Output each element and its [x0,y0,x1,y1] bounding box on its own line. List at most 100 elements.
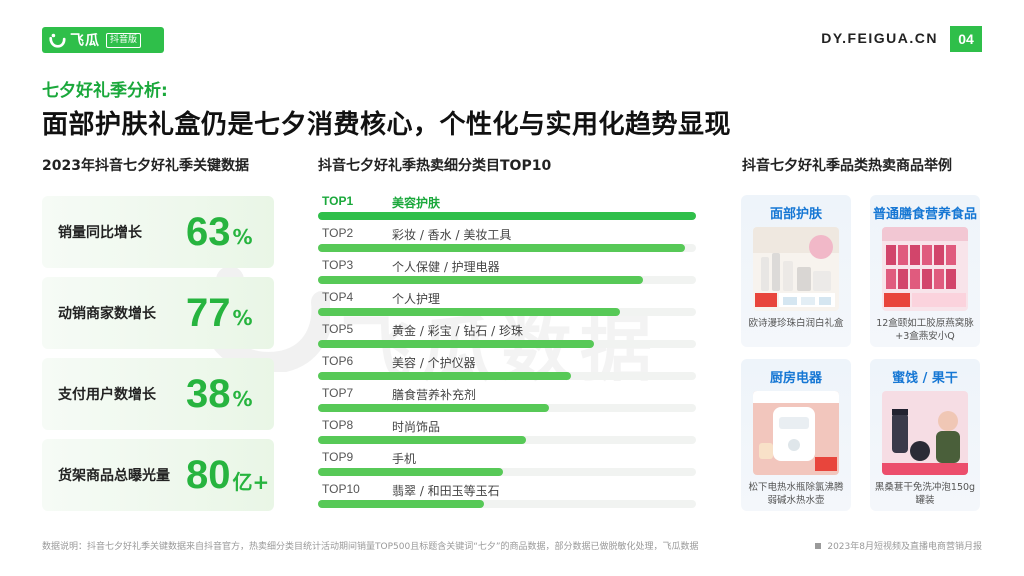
rank-number: TOP4 [322,290,354,304]
product-category: 蜜饯 / 果干 [892,371,958,386]
ranking-item-10: TOP10 翡翠 / 和田玉等玉石 [318,480,698,512]
stat-label: 动销商家数增长 [58,306,156,322]
stat-label: 支付用户数增长 [58,387,156,403]
ranking-item-3: TOP3 个人保健 / 护理电器 [318,256,698,288]
rank-bar-track [318,308,696,316]
page-number: 04 [950,26,982,52]
rank-number: TOP5 [322,322,354,336]
product-card-nutrition: 普通膳食营养食品 12盒颐如工胶原燕窝脉+3盒燕安小Q [870,195,980,347]
rank-category: 个人保健 / 护理电器 [392,260,500,274]
rank-bar-track [318,500,696,508]
square-bullet-icon [815,542,822,549]
stat-number: 77 [186,290,231,335]
rank-bar [318,468,504,476]
stat-number: 63 [186,209,231,254]
stat-value: 80 亿+ [186,439,269,511]
ranking-item-2: TOP2 彩妆 / 香水 / 美妆工具 [318,224,698,256]
rank-bar-track [318,372,696,380]
stat-value: 38 % [186,358,253,430]
rank-number: TOP2 [322,226,354,240]
product-description: 松下电热水瓶除氯沸腾弱碱水热水壶 [748,482,844,506]
rank-bar [318,308,621,316]
logo-name: 飞瓜 [70,33,100,49]
stat-label: 货架商品总曝光量 [58,468,170,484]
rank-category: 翡翠 / 和田玉等玉石 [392,484,500,498]
rank-category: 时尚饰品 [392,420,441,434]
rank-number: TOP3 [322,258,354,272]
data-source-note: 数据说明：抖音七夕好礼季关键数据来自抖音官方，热卖细分类目统计活动期间销量TOP… [42,542,699,552]
rank-category: 美容护肤 [392,196,441,210]
ranking-item-1: TOP1 美容护肤 [318,192,698,224]
report-title: 2023年8月短视频及直播电商营销月报 [827,542,982,552]
ranking-item-5: TOP5 黄金 / 彩宝 / 钻石 / 珍珠 [318,320,698,352]
stat-value: 63 % [186,196,253,268]
ranking-item-7: TOP7 膳食营养补充剂 [318,384,698,416]
product-card-kitchen: 厨房电器 松下电热水瓶除氯沸腾弱碱水热水壶 [741,359,851,511]
product-card-skincare: 面部护肤 欧诗漫珍珠白润白礼盒 [741,195,851,347]
rank-bar-track [318,276,696,284]
rank-bar-track [318,212,696,220]
product-image-bird-nest-boxes [882,227,968,311]
rank-category: 美容 / 个护仪器 [392,356,476,370]
rank-bar-track [318,436,696,444]
stat-number: 38 [186,371,231,416]
rank-bar [318,500,485,508]
stat-card-sales-growth: 销量同比增长 63 % [42,196,274,268]
ranking-item-9: TOP9 手机 [318,448,698,480]
rank-bar [318,436,526,444]
site-url: DY.FEIGUA.CN [821,30,938,46]
stat-unit: % [232,225,253,249]
logo-subtitle: 抖音版 [106,32,142,48]
rank-category: 膳食营养补充剂 [392,388,477,402]
stat-unit: % [232,387,253,411]
product-image-mulberry-jar [882,391,968,475]
products-section-title: 抖音七夕好礼季品类热卖商品举例 [742,158,952,174]
stat-label: 销量同比增长 [58,225,142,241]
rank-bar [318,212,696,220]
rank-number: TOP10 [322,482,360,496]
stat-value: 77 % [186,277,253,349]
rank-bar [318,276,644,284]
product-category: 厨房电器 [769,371,822,386]
rank-category: 手机 [392,452,417,466]
section-kicker: 七夕好礼季分析: [42,81,168,101]
rank-bar-track [318,244,696,252]
product-image-skincare-giftbox [753,227,839,311]
stat-number: 80 [186,452,231,497]
page-title: 面部护肤礼盒仍是七夕消费核心，个性化与实用化趋势显现 [42,110,732,140]
ranking-section-title: 抖音七夕好礼季热卖细分类目TOP10 [318,158,552,174]
stat-card-exposure: 货架商品总曝光量 80 亿+ [42,439,274,511]
product-category: 普通膳食营养食品 [872,207,977,222]
rank-number: TOP8 [322,418,354,432]
product-description: 欧诗漫珍珠白润白礼盒 [748,318,844,329]
rank-number: TOP1 [322,194,354,208]
rank-bar [318,404,549,412]
rank-bar-track [318,340,696,348]
feigua-logo-icon [49,33,66,48]
ranking-item-4: TOP4 个人护理 [318,288,698,320]
stat-unit: 亿+ [232,469,270,494]
rank-bar [318,340,594,348]
rank-bar-track [318,468,696,476]
product-image-water-boiler [753,391,839,475]
brand-logo: 飞瓜 抖音版 [42,27,164,53]
rank-bar [318,372,572,380]
product-card-dried-fruit: 蜜饯 / 果干 黑桑葚干免洗冲泡150g罐装 [870,359,980,511]
rank-bar-track [318,404,696,412]
rank-number: TOP9 [322,450,354,464]
ranking-item-8: TOP8 时尚饰品 [318,416,698,448]
stat-card-buyer-growth: 支付用户数增长 38 % [42,358,274,430]
stats-section-title: 2023年抖音七夕好礼季关键数据 [42,158,249,174]
rank-category: 彩妆 / 香水 / 美妆工具 [392,228,512,242]
rank-number: TOP7 [322,386,354,400]
stat-card-merchant-growth: 动销商家数增长 77 % [42,277,274,349]
product-description: 12盒颐如工胶原燕窝脉+3盒燕安小Q [876,318,974,342]
product-description: 黑桑葚干免洗冲泡150g罐装 [874,482,976,506]
rank-bar [318,244,685,252]
ranking-item-6: TOP6 美容 / 个护仪器 [318,352,698,384]
rank-category: 个人护理 [392,292,441,306]
stat-unit: % [232,306,253,330]
report-name: 2023年8月短视频及直播电商营销月报 [815,539,982,552]
rank-category: 黄金 / 彩宝 / 钻石 / 珍珠 [392,324,524,338]
product-category: 面部护肤 [769,207,822,222]
